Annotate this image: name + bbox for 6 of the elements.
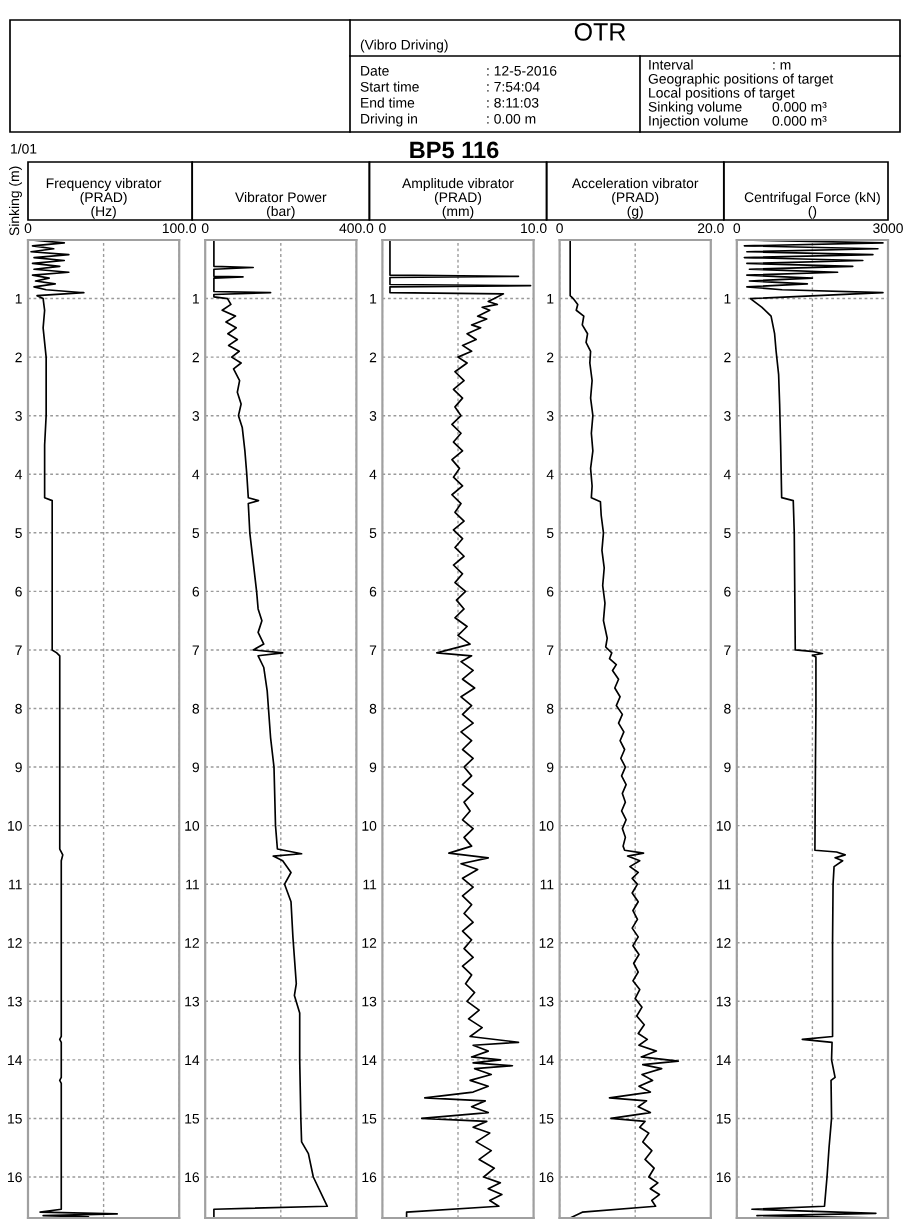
line-series bbox=[569, 240, 680, 1218]
text: OTR bbox=[574, 23, 626, 41]
line-series bbox=[741, 240, 884, 1218]
line-series bbox=[389, 240, 532, 1218]
line-series bbox=[213, 240, 329, 1218]
text: BP5 116 bbox=[410, 141, 499, 159]
